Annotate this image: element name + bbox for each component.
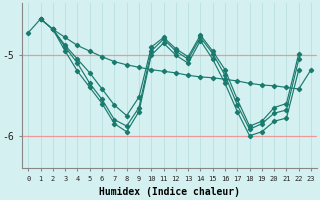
X-axis label: Humidex (Indice chaleur): Humidex (Indice chaleur) <box>99 187 240 197</box>
